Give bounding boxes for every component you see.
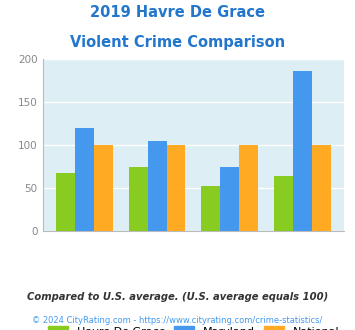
Text: 2019 Havre De Grace: 2019 Havre De Grace [90, 5, 265, 20]
Bar [220, 167, 239, 231]
Bar [312, 145, 331, 231]
Bar [56, 173, 75, 231]
Bar [94, 145, 113, 231]
Bar [166, 145, 186, 231]
Bar [239, 145, 258, 231]
Bar [148, 141, 166, 231]
Text: Violent Crime Comparison: Violent Crime Comparison [70, 35, 285, 50]
Legend: Havre De Grace, Maryland, National: Havre De Grace, Maryland, National [48, 326, 339, 330]
Bar [75, 128, 94, 231]
Text: Compared to U.S. average. (U.S. average equals 100): Compared to U.S. average. (U.S. average … [27, 292, 328, 302]
Bar [293, 71, 312, 231]
Text: © 2024 CityRating.com - https://www.cityrating.com/crime-statistics/: © 2024 CityRating.com - https://www.city… [32, 316, 323, 325]
Bar [274, 176, 293, 231]
Bar [129, 167, 148, 231]
Bar [201, 186, 220, 231]
